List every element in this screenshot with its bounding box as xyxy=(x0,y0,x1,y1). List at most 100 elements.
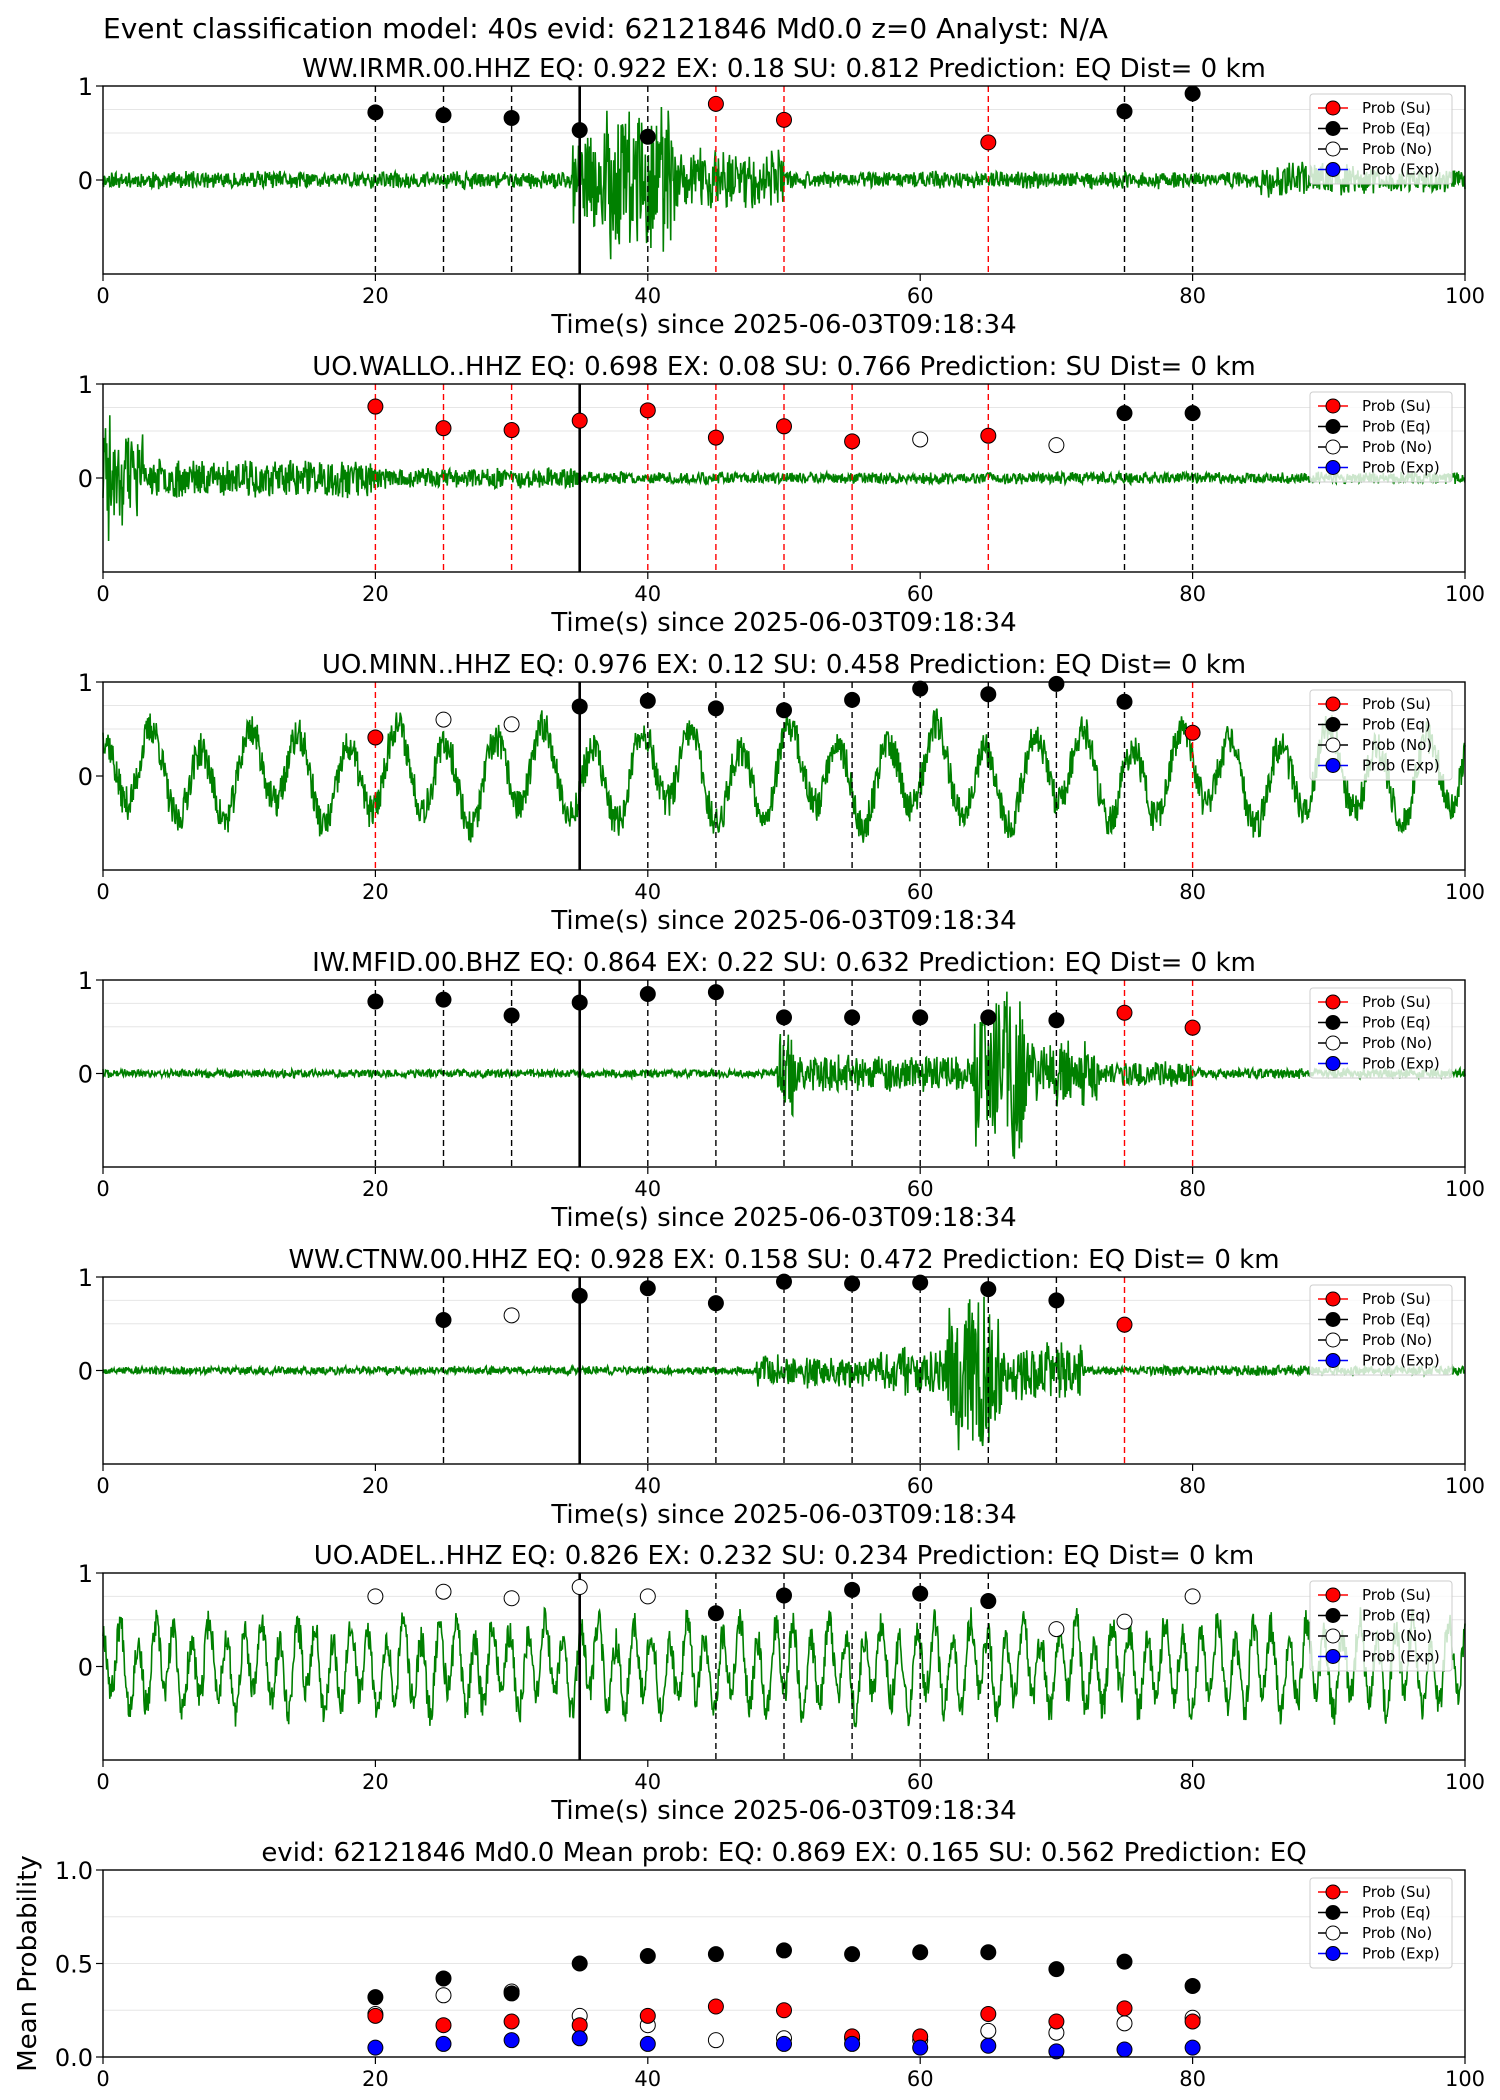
x-tick-label: 0 xyxy=(96,1770,109,1794)
y-tick-label: 0 xyxy=(78,465,93,493)
legend-marker xyxy=(1325,1946,1341,1961)
mean-marker-eq xyxy=(844,1946,861,1963)
panel-title: UO.MINN..HHZ EQ: 0.976 EX: 0.12 SU: 0.45… xyxy=(322,650,1246,680)
prob-marker-eq xyxy=(776,1587,792,1604)
legend-marker xyxy=(1325,994,1341,1010)
prob-marker-no xyxy=(1116,1613,1133,1630)
prob-marker-eq xyxy=(1048,1292,1065,1309)
legend-label: Prob (Eq) xyxy=(1362,418,1431,436)
prob-marker-eq xyxy=(844,691,861,708)
prob-marker-eq xyxy=(776,1273,792,1290)
mean-marker-su xyxy=(503,2013,520,2030)
prob-marker-eq xyxy=(1048,675,1065,692)
panel-title: WW.CTNW.00.HHZ EQ: 0.928 EX: 0.158 SU: 0… xyxy=(288,1245,1279,1275)
panels: WW.IRMR.00.HHZ EQ: 0.922 EX: 0.18 SU: 0.… xyxy=(13,54,1485,2091)
mean-marker-su xyxy=(639,2007,656,2024)
legend-label: Prob (No) xyxy=(1362,1627,1432,1645)
mean-marker-eq xyxy=(776,1942,792,1959)
legend-marker xyxy=(1325,1608,1341,1623)
x-tick-label: 0 xyxy=(96,880,109,904)
y-tick-label: 1 xyxy=(78,73,93,101)
prob-marker-eq xyxy=(571,994,588,1011)
mean-marker-eq xyxy=(1116,1953,1133,1970)
prob-marker-su xyxy=(980,427,997,444)
x-axis-label: Time(s) since 2025-06-03T09:18:34 xyxy=(550,1500,1016,1530)
legend-marker xyxy=(1325,100,1341,116)
prob-marker-eq xyxy=(912,1274,929,1291)
panel-title: evid: 62121846 Md0.0 Mean prob: EQ: 0.86… xyxy=(261,1838,1306,1868)
prob-marker-no xyxy=(435,711,452,728)
legend-label: Prob (No) xyxy=(1362,140,1432,158)
legend-marker xyxy=(1325,1312,1341,1327)
prob-marker-eq xyxy=(707,700,724,717)
x-tick-label: 100 xyxy=(1445,582,1485,606)
mean-marker-eq xyxy=(980,1944,997,1961)
prob-marker-eq xyxy=(571,1287,588,1304)
legend-label: Prob (Exp) xyxy=(1362,1055,1440,1073)
legend-marker xyxy=(1325,1884,1341,1900)
y-tick-label: 0 xyxy=(78,1061,93,1089)
mean-marker-exp xyxy=(1184,2039,1201,2056)
station-panel-1: WW.IRMR.00.HHZ EQ: 0.922 EX: 0.18 SU: 0.… xyxy=(78,54,1485,340)
prob-marker-su xyxy=(1116,1004,1133,1021)
legend-box xyxy=(1309,689,1453,781)
prob-marker-eq xyxy=(503,1007,520,1024)
y-tick-label: 0 xyxy=(78,763,93,791)
panel-title: WW.IRMR.00.HHZ EQ: 0.922 EX: 0.18 SU: 0.… xyxy=(302,54,1266,84)
prob-marker-eq xyxy=(639,692,656,709)
legend-marker xyxy=(1325,1905,1341,1920)
legend-marker xyxy=(1325,1353,1341,1368)
mean-marker-no xyxy=(435,1987,452,2004)
prob-marker-su xyxy=(367,398,384,415)
mean-marker-eq xyxy=(1048,1961,1065,1978)
prob-marker-no xyxy=(1184,1588,1201,1605)
prob-marker-eq xyxy=(639,128,656,145)
legend-marker xyxy=(1325,1332,1341,1348)
prob-marker-no xyxy=(503,1590,520,1607)
x-axis-label: Time(s) since 2025-06-03T09:18:34 xyxy=(550,608,1016,638)
prob-marker-su xyxy=(707,95,724,112)
mean-marker-su xyxy=(367,2007,384,2024)
y-tick-label: 1 xyxy=(78,967,93,995)
legend-box xyxy=(1309,391,1453,483)
legend-label: Prob (No) xyxy=(1362,1331,1432,1349)
prob-marker-eq xyxy=(571,122,588,139)
prob-marker-su xyxy=(844,433,861,450)
figure-suptitle: Event classification model: 40s evid: 62… xyxy=(103,12,1108,45)
panel-title: UO.WALLO..HHZ EQ: 0.698 EX: 0.08 SU: 0.7… xyxy=(312,352,1255,382)
x-tick-label: 100 xyxy=(1445,1770,1485,1794)
legend-marker xyxy=(1325,717,1341,732)
mean-marker-exp xyxy=(1116,2041,1133,2058)
mean-marker-exp xyxy=(503,2032,520,2049)
legend-label: Prob (Exp) xyxy=(1362,161,1440,179)
x-axis-label: Time(s) since 2025-06-03T09:18:34 xyxy=(550,1203,1016,1233)
x-tick-label: 80 xyxy=(1179,880,1206,904)
prob-marker-no xyxy=(1048,437,1065,454)
prob-marker-su xyxy=(776,418,792,435)
y-tick-label: 0.0 xyxy=(55,2044,93,2072)
legend-label: Prob (Su) xyxy=(1362,1883,1431,1901)
legend-box xyxy=(1309,1877,1453,1969)
station-panel-6: UO.ADEL..HHZ EQ: 0.826 EX: 0.232 SU: 0.2… xyxy=(78,1541,1485,1826)
x-tick-label: 80 xyxy=(1179,1474,1206,1498)
prob-marker-eq xyxy=(707,1605,724,1622)
axes-frame xyxy=(102,1572,1466,1761)
station-panel-2: UO.WALLO..HHZ EQ: 0.698 EX: 0.08 SU: 0.7… xyxy=(78,352,1485,638)
mean-marker-eq xyxy=(1184,1977,1201,1994)
x-tick-label: 0 xyxy=(96,582,109,606)
mean-marker-eq xyxy=(707,1946,724,1963)
waveform-trace xyxy=(102,708,1466,843)
legend-marker xyxy=(1325,162,1341,177)
x-tick-label: 0 xyxy=(96,1474,109,1498)
waveform-trace xyxy=(102,991,1466,1159)
prob-marker-su xyxy=(639,402,656,419)
mean-marker-exp xyxy=(776,2035,792,2052)
mean-marker-su xyxy=(707,1998,724,2015)
station-panel-4: IW.MFID.00.BHZ EQ: 0.864 EX: 0.22 SU: 0.… xyxy=(78,948,1485,1233)
x-tick-label: 80 xyxy=(1179,284,1206,308)
legend-marker xyxy=(1325,141,1341,157)
x-tick-label: 20 xyxy=(362,1474,389,1498)
x-tick-label: 40 xyxy=(634,582,661,606)
prob-marker-eq xyxy=(367,993,384,1010)
